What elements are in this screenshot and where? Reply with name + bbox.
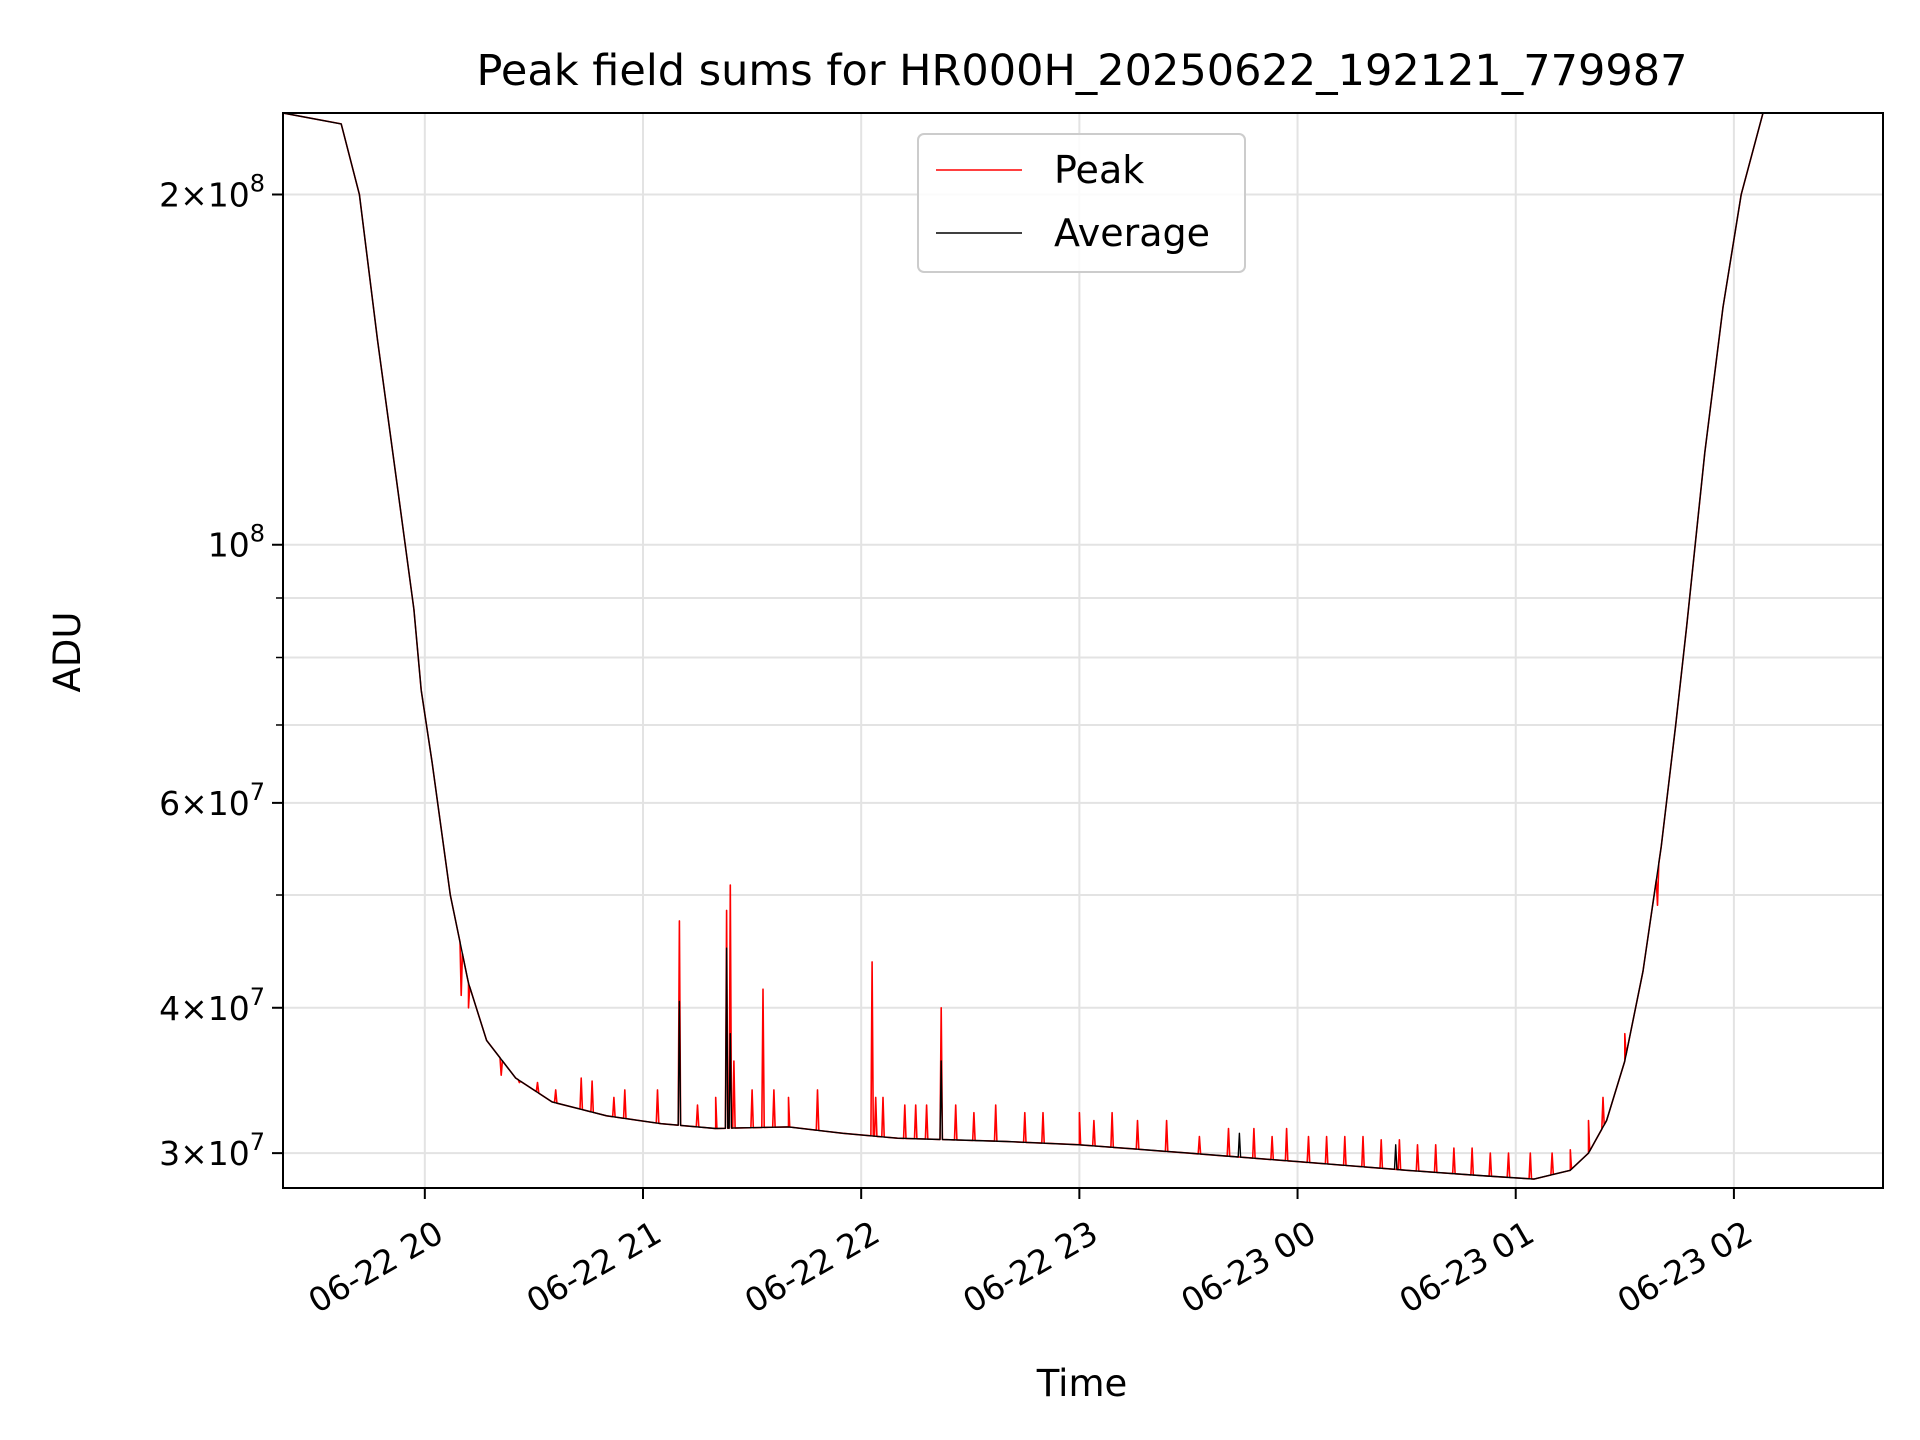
plot-frame <box>282 112 1884 1189</box>
y-tick-label: 3×107 <box>159 1128 265 1173</box>
series-line-average <box>283 113 1883 1180</box>
y-axis-ticks: 3×107 4×107 6×107 108 2×108 <box>159 169 283 1173</box>
chart-title: Peak field sums for HR000H_20250622_1921… <box>477 46 1688 96</box>
y-tick-label: 108 <box>208 520 265 565</box>
legend-label-peak: Peak <box>1054 148 1144 192</box>
legend: Peak Average <box>917 133 1246 273</box>
y-tick-label: 2×108 <box>159 169 265 214</box>
y-tick-label: 4×107 <box>159 983 265 1028</box>
y-tick-label: 6×107 <box>159 778 265 823</box>
x-axis-label: Time <box>1036 1362 1128 1405</box>
y-axis-label: ADU <box>46 612 89 693</box>
legend-label-average: Average <box>1054 211 1210 255</box>
gridlines <box>283 113 1883 1188</box>
series-layer <box>283 113 1883 1180</box>
legend-box <box>917 133 1246 273</box>
